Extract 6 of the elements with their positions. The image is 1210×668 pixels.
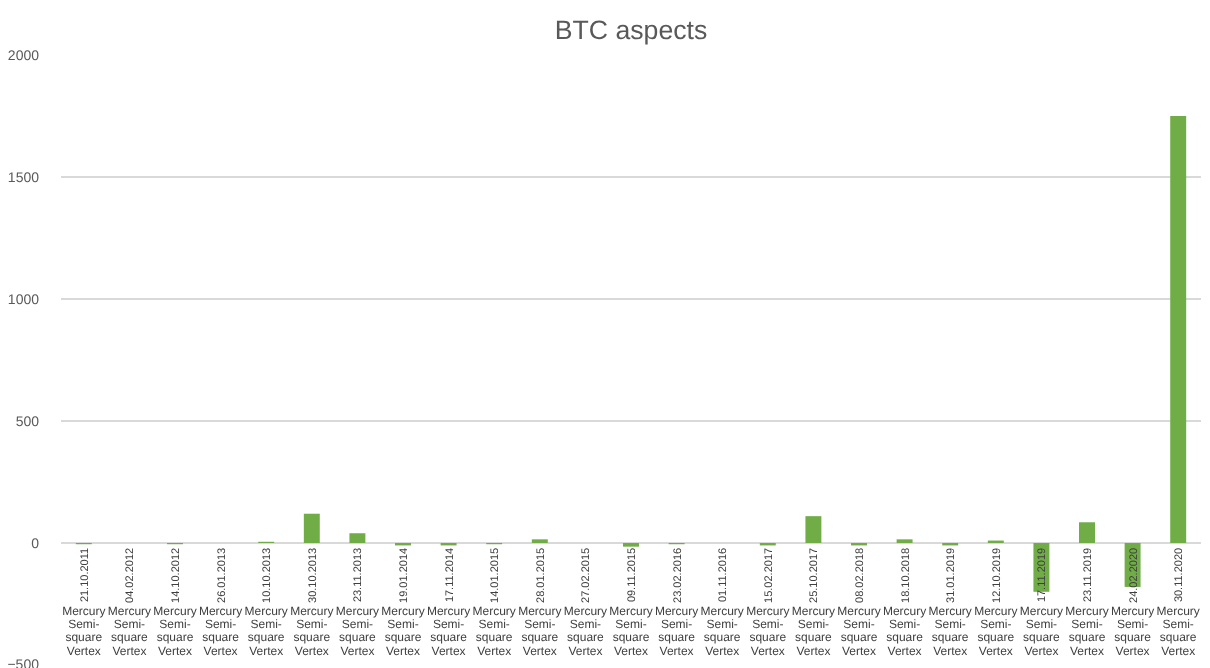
bar xyxy=(349,533,366,543)
chart-title: BTC aspects xyxy=(554,15,708,45)
bar xyxy=(805,516,822,543)
bar xyxy=(1079,522,1095,543)
bar xyxy=(1170,116,1187,543)
bar xyxy=(303,513,320,543)
